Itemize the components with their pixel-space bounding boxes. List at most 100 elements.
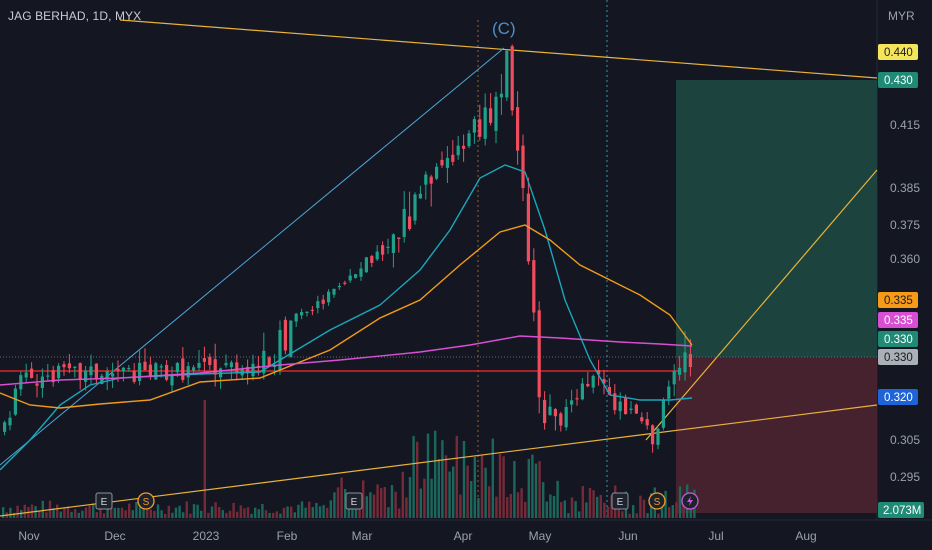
- volume-bar: [311, 507, 314, 518]
- volume-bar: [236, 511, 239, 518]
- time-axis-label: Aug: [795, 529, 816, 543]
- volume-bar: [682, 504, 685, 518]
- volume-bar: [232, 502, 235, 518]
- volume-bar: [646, 513, 649, 518]
- price-axis-label: 0.360: [890, 252, 920, 266]
- volume-bar: [387, 507, 390, 518]
- candle-body: [483, 107, 487, 139]
- candle-body: [19, 375, 23, 390]
- candle-body: [440, 159, 444, 166]
- volume-bar: [81, 510, 84, 518]
- candle-body: [294, 313, 298, 322]
- candle-body: [472, 119, 476, 133]
- candle-body: [67, 363, 71, 369]
- volume-bar: [574, 501, 577, 518]
- volume-bar: [671, 505, 674, 518]
- volume-bar: [408, 477, 412, 518]
- volume-bar: [556, 480, 559, 518]
- candle-body: [640, 417, 644, 422]
- volume-bar: [16, 505, 19, 518]
- volume-bar: [394, 491, 397, 518]
- volume-bar: [606, 506, 610, 518]
- volume-bar: [639, 495, 642, 518]
- loss-zone: [676, 357, 877, 513]
- volume-bar: [412, 435, 415, 518]
- volume-bar: [322, 505, 325, 518]
- volume-bar: [524, 501, 527, 518]
- candle-body: [321, 299, 325, 304]
- volume-bar: [12, 512, 16, 518]
- volume-bar: [192, 504, 196, 518]
- candle-body: [661, 400, 665, 428]
- candle-body: [445, 157, 449, 168]
- volume-bar: [196, 504, 199, 518]
- candle-body: [343, 282, 347, 284]
- volume-bar: [588, 487, 592, 518]
- volume-bar: [293, 512, 296, 518]
- volume-bar: [246, 507, 250, 518]
- volume-bar: [167, 505, 170, 518]
- candle-body: [116, 368, 120, 371]
- profit-zone: [676, 80, 877, 357]
- volume-bar: [527, 458, 530, 518]
- volume-bar: [549, 494, 552, 518]
- candle-body: [408, 216, 412, 229]
- candle-body: [57, 365, 61, 379]
- candle-body: [521, 145, 525, 188]
- volume-bar: [182, 512, 185, 518]
- candle-body: [175, 363, 179, 373]
- volume-bar: [480, 454, 484, 518]
- split-marker-label: S: [654, 497, 661, 508]
- candle-body: [251, 363, 255, 377]
- volume-bar: [455, 435, 458, 518]
- price-tag-label: 0.320: [884, 392, 913, 404]
- candle-body: [624, 398, 628, 415]
- candle-body: [111, 373, 115, 377]
- price-tag-label: 0.330: [884, 352, 913, 364]
- candle-body: [213, 359, 217, 375]
- candle-body: [348, 275, 352, 281]
- ema-mid-line: [0, 224, 693, 409]
- volume-bar: [495, 496, 498, 518]
- time-axis-label: Nov: [18, 529, 39, 543]
- volume-bar: [297, 504, 300, 518]
- candle-body: [229, 362, 233, 368]
- volume-bar: [228, 510, 232, 518]
- volume-bar: [117, 507, 120, 518]
- price-tag-0-440: [878, 44, 918, 60]
- time-axis-label: Mar: [352, 529, 373, 543]
- volume-bar: [416, 441, 419, 518]
- time-axis-label: Jun: [618, 529, 637, 543]
- volume-bar: [354, 509, 358, 518]
- volume-bar: [419, 488, 422, 518]
- candle-body: [62, 364, 66, 368]
- volume-bar: [250, 513, 253, 518]
- price-tag-0-335: [878, 292, 918, 308]
- volume-bar: [59, 511, 62, 518]
- wave-line: [0, 47, 505, 466]
- wave-label: (C): [492, 19, 516, 38]
- volume-bar: [178, 505, 181, 518]
- candle-body: [505, 50, 509, 98]
- candle-body: [332, 288, 336, 295]
- volume-bar: [398, 508, 401, 518]
- candle-body: [543, 399, 547, 424]
- candle-body: [316, 301, 320, 309]
- volume-bar: [146, 506, 149, 518]
- volume-bar: [264, 510, 268, 518]
- candle-body: [683, 352, 687, 373]
- time-axis-label: May: [529, 529, 552, 543]
- candle-body: [386, 246, 390, 249]
- volume-bar: [326, 507, 329, 518]
- candle-body: [451, 154, 455, 162]
- candle-body: [618, 401, 622, 412]
- volume-bar: [376, 484, 379, 518]
- time-axis-label: Apr: [454, 529, 473, 543]
- candle-body: [456, 145, 460, 156]
- earnings-marker-label: E: [351, 497, 358, 508]
- candle-body: [402, 208, 406, 237]
- volume-bar: [52, 508, 55, 518]
- candle-body: [337, 285, 341, 288]
